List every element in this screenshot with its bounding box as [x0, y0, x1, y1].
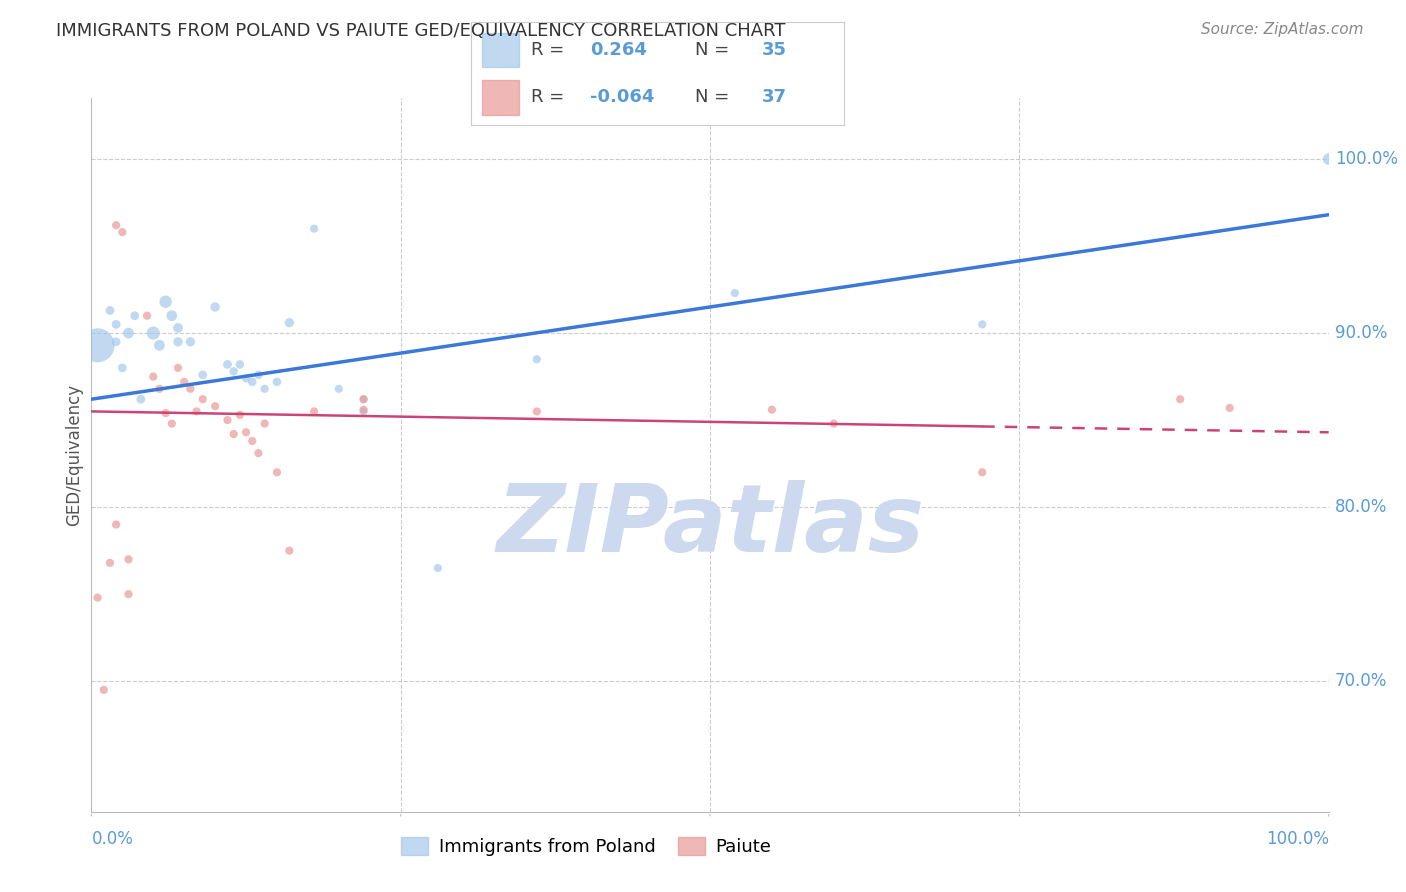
Point	[167, 321, 190, 335]
Point	[217, 413, 239, 427]
Y-axis label: GED/Equivalency: GED/Equivalency	[65, 384, 83, 526]
Text: 100.0%: 100.0%	[1265, 830, 1329, 847]
Point	[179, 334, 201, 349]
Text: N =: N =	[695, 41, 728, 59]
Point	[278, 316, 301, 330]
Text: 37: 37	[762, 88, 786, 106]
Point	[117, 587, 139, 601]
Point	[160, 417, 183, 431]
Point	[155, 294, 177, 309]
Point	[155, 406, 177, 420]
Point	[823, 417, 845, 431]
Text: ZIPatlas: ZIPatlas	[496, 480, 924, 573]
Text: 0.0%: 0.0%	[91, 830, 134, 847]
Point	[105, 318, 128, 332]
Text: IMMIGRANTS FROM POLAND VS PAIUTE GED/EQUIVALENCY CORRELATION CHART: IMMIGRANTS FROM POLAND VS PAIUTE GED/EQU…	[56, 22, 786, 40]
Point	[117, 326, 139, 340]
Point	[1219, 401, 1241, 415]
Text: R =: R =	[530, 41, 564, 59]
Point	[1168, 392, 1191, 407]
Point	[148, 382, 170, 396]
Point	[204, 399, 226, 413]
Point	[148, 338, 170, 352]
Point	[217, 358, 239, 372]
Point	[111, 225, 134, 239]
Point	[240, 434, 263, 448]
Bar	[482, 79, 519, 114]
Point	[247, 446, 270, 460]
Point	[972, 318, 994, 332]
Point	[229, 408, 252, 422]
Point	[173, 375, 195, 389]
Text: R =: R =	[530, 88, 564, 106]
Text: 70.0%: 70.0%	[1334, 673, 1388, 690]
Point	[266, 466, 288, 480]
Point	[724, 286, 747, 301]
Point	[136, 309, 159, 323]
Point	[204, 300, 226, 314]
Point	[105, 334, 128, 349]
Point	[167, 360, 190, 375]
Point	[105, 218, 128, 232]
Point	[247, 368, 270, 382]
Point	[328, 382, 350, 396]
Point	[98, 303, 121, 318]
Legend: Immigrants from Poland, Paiute: Immigrants from Poland, Paiute	[394, 830, 779, 863]
Text: 100.0%: 100.0%	[1334, 150, 1398, 168]
Point	[191, 392, 214, 407]
Point	[93, 682, 115, 697]
Text: 80.0%: 80.0%	[1334, 498, 1388, 516]
Point	[1317, 152, 1340, 166]
Point	[142, 326, 165, 340]
Point	[191, 368, 214, 382]
Point	[124, 309, 146, 323]
Point	[253, 417, 276, 431]
Point	[253, 382, 276, 396]
Point	[117, 552, 139, 566]
Point	[302, 404, 325, 418]
Text: -0.064: -0.064	[591, 88, 655, 106]
Bar	[482, 32, 519, 68]
Point	[240, 375, 263, 389]
Point	[353, 402, 375, 417]
Point	[86, 338, 108, 352]
Point	[235, 371, 257, 385]
Point	[222, 364, 245, 378]
Text: 35: 35	[762, 41, 786, 59]
Text: Source: ZipAtlas.com: Source: ZipAtlas.com	[1201, 22, 1364, 37]
Point	[761, 402, 783, 417]
Point	[526, 404, 548, 418]
Point	[972, 466, 994, 480]
Point	[179, 382, 201, 396]
Point	[353, 392, 375, 407]
Point	[302, 221, 325, 235]
Point	[278, 543, 301, 558]
Point	[129, 392, 152, 407]
Point	[111, 360, 134, 375]
Point	[222, 427, 245, 442]
Point	[105, 517, 128, 532]
Point	[235, 425, 257, 440]
Text: 0.264: 0.264	[591, 41, 647, 59]
Text: N =: N =	[695, 88, 728, 106]
Point	[86, 591, 108, 605]
Point	[526, 352, 548, 367]
Point	[167, 334, 190, 349]
Point	[426, 561, 449, 575]
Point	[142, 369, 165, 384]
Text: 90.0%: 90.0%	[1334, 324, 1388, 343]
Point	[229, 358, 252, 372]
Point	[186, 404, 208, 418]
Point	[266, 375, 288, 389]
Point	[353, 404, 375, 418]
Point	[98, 556, 121, 570]
Point	[160, 309, 183, 323]
Point	[353, 392, 375, 407]
